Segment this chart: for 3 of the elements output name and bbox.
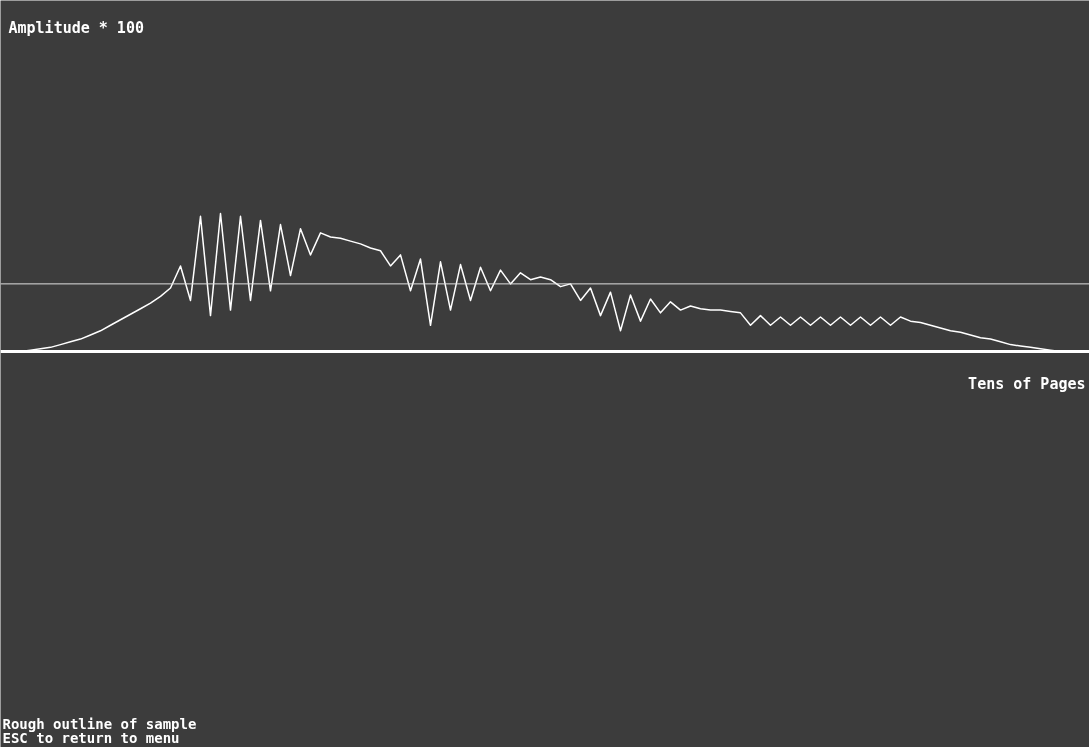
text: Rough outline of sample [2,715,197,732]
text: Amplitude * 100 [8,18,144,37]
x-axis-title: Tens of Pages [968,374,1086,393]
